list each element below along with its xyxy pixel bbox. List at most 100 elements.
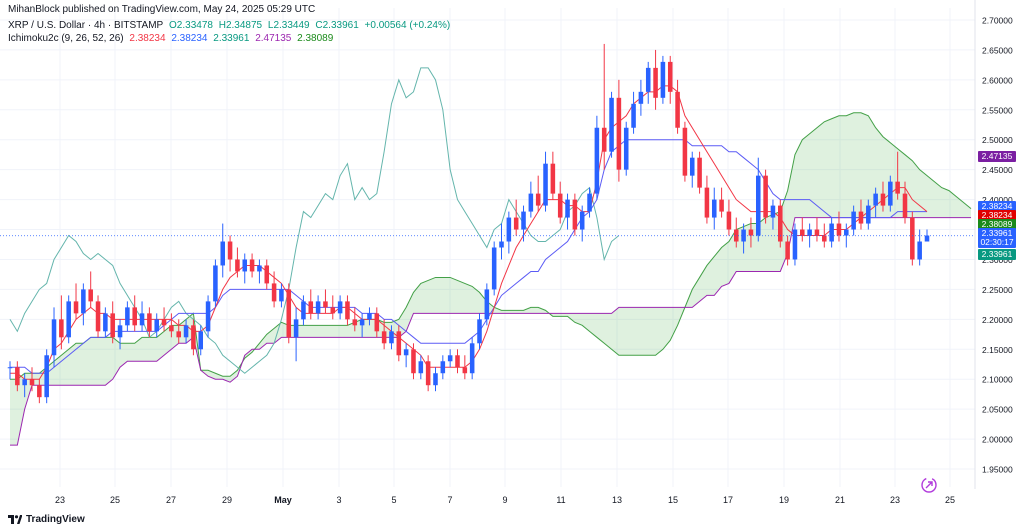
- candle-body: [337, 301, 343, 314]
- candle-body: [800, 229, 805, 236]
- replay-icon[interactable]: [920, 476, 938, 494]
- candle-body: [403, 349, 409, 356]
- candle-body: [689, 157, 695, 176]
- y-tick-label: 2.65000: [982, 45, 1013, 55]
- x-tick-label: 25: [110, 495, 120, 505]
- candle-body: [572, 199, 578, 230]
- x-tick-label: 27: [166, 495, 176, 505]
- candle-body: [418, 361, 424, 374]
- x-tick-label: 23: [55, 495, 65, 505]
- candle-body: [396, 331, 402, 356]
- candle-body: [323, 301, 328, 308]
- candle-body: [711, 199, 717, 218]
- footer-brand[interactable]: TradingView: [8, 514, 85, 525]
- ohlc-open: O2.33478: [169, 20, 213, 31]
- candle-body: [535, 193, 541, 206]
- candle-body: [836, 223, 842, 236]
- candle-body: [147, 313, 152, 332]
- candle-body: [917, 241, 922, 260]
- candle-body: [462, 367, 468, 374]
- candle-body: [374, 313, 380, 332]
- candle-body: [697, 157, 702, 188]
- candle-body: [741, 229, 746, 242]
- y-tick-label: 2.10000: [982, 375, 1013, 385]
- x-tick-label: 7: [447, 495, 452, 505]
- indicator-value-span-a: 2.38089: [297, 33, 334, 44]
- candle-body: [44, 355, 49, 398]
- indicator-name[interactable]: Ichimoku2c (9, 26, 52, 26): [8, 33, 124, 44]
- candle-body: [469, 343, 475, 374]
- x-tick-label: 9: [502, 495, 507, 505]
- candle-body: [51, 319, 57, 356]
- y-tick-label: 2.45000: [982, 165, 1013, 175]
- symbol-header: XRP / U.S. Dollar · 4h · BITSTAMP O2.334…: [8, 20, 453, 31]
- x-tick-label: 15: [668, 495, 678, 505]
- candle-body: [858, 211, 864, 224]
- candle-body: [579, 211, 585, 230]
- candle-body: [851, 211, 856, 230]
- symbol-name[interactable]: XRP / U.S. Dollar · 4h · BITSTAMP: [8, 20, 164, 31]
- x-tick-label: 21: [835, 495, 845, 505]
- candle-body: [455, 355, 460, 368]
- candle-body: [550, 163, 556, 194]
- footer-brand-label: TradingView: [26, 514, 85, 525]
- candle-body: [506, 217, 512, 242]
- y-tick-label: 2.25000: [982, 285, 1013, 295]
- candle-body: [623, 127, 629, 170]
- candle-body: [271, 283, 277, 302]
- candle-body: [521, 211, 526, 230]
- candle-body: [638, 91, 644, 104]
- y-tick-label: 2.05000: [982, 405, 1013, 415]
- candle-body: [785, 241, 790, 260]
- candle-body: [433, 373, 438, 386]
- candle-body: [37, 385, 42, 398]
- candle-body: [770, 205, 776, 218]
- candle-body: [704, 187, 710, 218]
- y-tick-label: 1.95000: [982, 465, 1013, 475]
- candle-body: [367, 313, 372, 320]
- candle-body: [924, 235, 930, 242]
- candle-body: [125, 307, 130, 326]
- candle-body: [381, 331, 387, 344]
- candle-body: [330, 307, 336, 314]
- candle-body: [359, 319, 365, 326]
- candle-body: [792, 229, 798, 260]
- candle-body: [910, 217, 915, 260]
- x-tick-label: 3: [336, 495, 341, 505]
- candle-body: [235, 259, 240, 272]
- candle-body: [161, 319, 167, 326]
- candle-body: [7, 367, 13, 369]
- candle-body: [726, 211, 732, 230]
- kijun-line: [10, 139, 927, 374]
- candle-body: [873, 193, 878, 206]
- candle-body: [888, 181, 893, 206]
- candle-body: [286, 289, 292, 338]
- candle-body: [631, 103, 636, 128]
- candle-body: [755, 175, 761, 236]
- candle-body: [59, 319, 64, 338]
- candle-body: [660, 61, 666, 98]
- indicator-header: Ichimoku2c (9, 26, 52, 26) 2.38234 2.382…: [8, 33, 336, 44]
- candle-body: [103, 313, 108, 332]
- candle-body: [675, 91, 680, 128]
- candle-body: [242, 259, 248, 272]
- y-tick-label: 2.40000: [982, 195, 1013, 205]
- candle-body: [807, 229, 812, 236]
- x-tick-label: 17: [723, 495, 733, 505]
- candle-body: [117, 325, 123, 338]
- candle-body: [616, 97, 622, 170]
- ichimoku-cloud: [10, 112, 971, 446]
- candle-body: [609, 97, 614, 152]
- x-tick-label: 25: [945, 495, 955, 505]
- candle-body: [315, 301, 321, 314]
- candle-body: [110, 313, 115, 338]
- candle-body: [844, 229, 849, 236]
- x-tick-label: 29: [222, 495, 232, 505]
- candle-body: [895, 181, 900, 194]
- candle-body: [154, 319, 159, 332]
- candle-body: [183, 325, 189, 338]
- candle-body: [594, 127, 600, 194]
- ohlc-high: H2.34875: [218, 20, 263, 31]
- candle-body: [264, 265, 270, 284]
